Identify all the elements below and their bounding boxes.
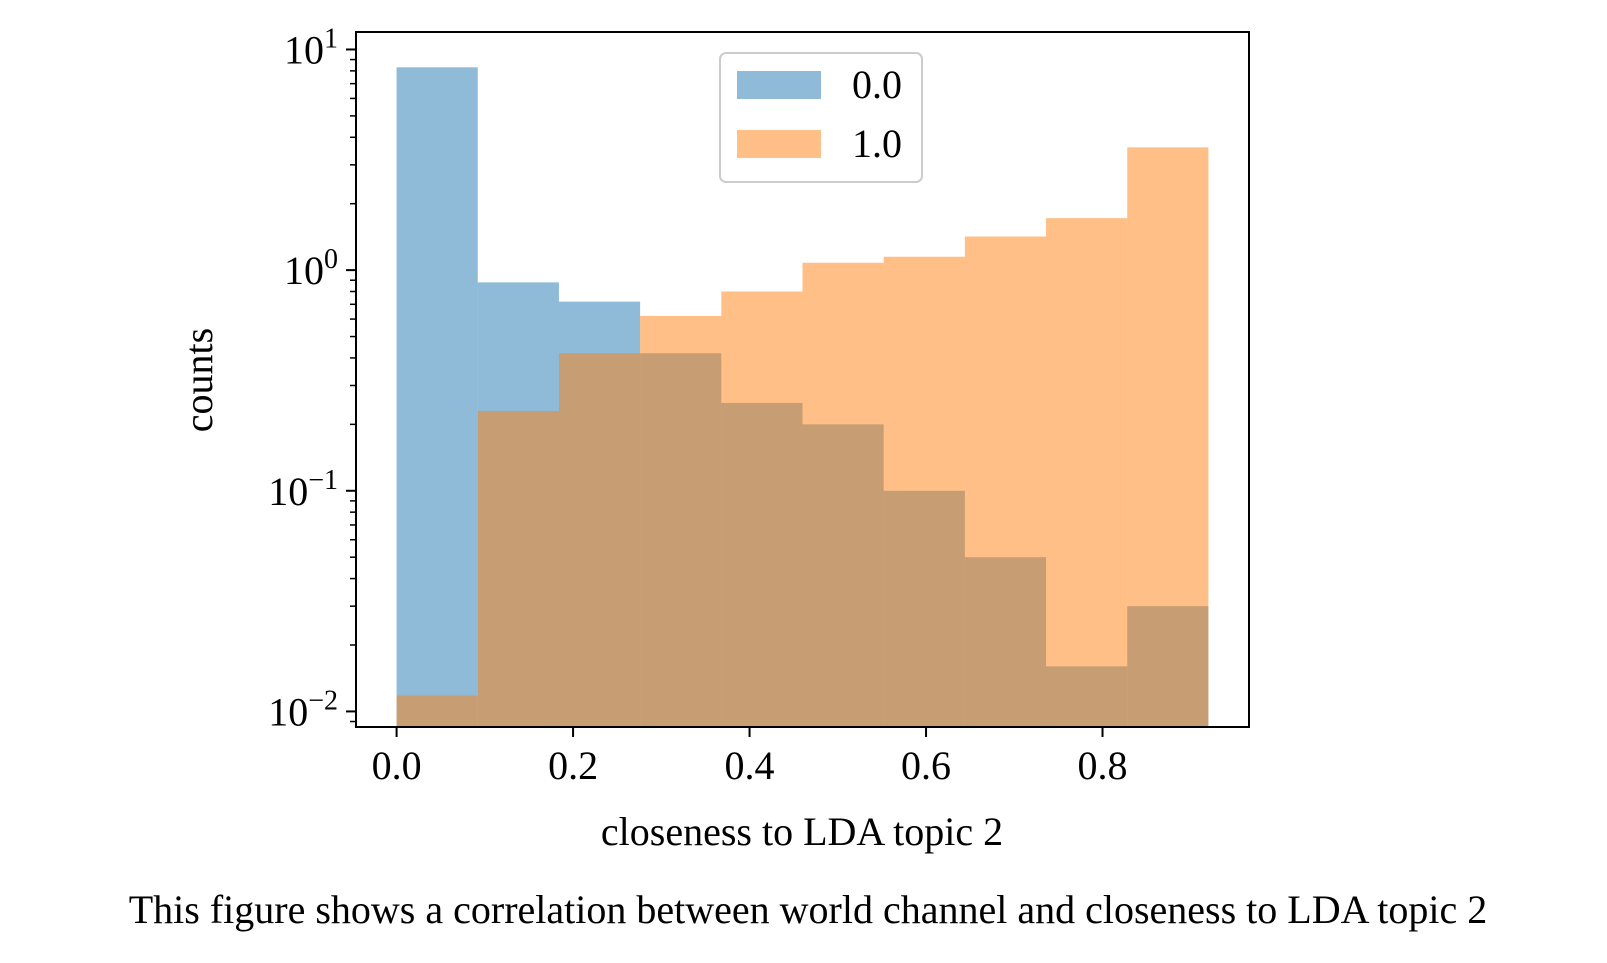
x-tick-label-3: 0.6 bbox=[901, 743, 951, 788]
bar-series-1-bin-4 bbox=[721, 291, 803, 727]
y-tick-label-2: 10−1 bbox=[268, 465, 338, 514]
y-tick-label-0: 101 bbox=[284, 23, 338, 72]
histogram-bars bbox=[396, 67, 1209, 727]
x-axis: 0.0 0.2 0.4 0.6 0.8 bbox=[372, 727, 1128, 788]
x-axis-label: closeness to LDA topic 2 bbox=[601, 809, 1003, 854]
bar-series-1-bin-0 bbox=[396, 695, 478, 727]
bar-series-1-bin-6 bbox=[883, 256, 965, 727]
figure-caption: This figure shows a correlation between … bbox=[129, 887, 1488, 932]
bar-series-1-bin-2 bbox=[558, 353, 641, 727]
bar-series-1-bin-7 bbox=[964, 236, 1047, 727]
bar-series-1-bin-1 bbox=[477, 410, 559, 727]
y-axis-label: counts bbox=[176, 328, 221, 432]
bar-series-0-bin-0 bbox=[396, 67, 478, 727]
x-tick-label-4: 0.8 bbox=[1078, 743, 1128, 788]
y-tick-label-1: 100 bbox=[284, 244, 338, 293]
legend: 0.0 1.0 bbox=[719, 52, 923, 183]
x-tick-label-2: 0.4 bbox=[725, 743, 775, 788]
plot-frame bbox=[355, 31, 1250, 728]
bar-series-1-bin-5 bbox=[802, 262, 884, 727]
legend-swatch-0 bbox=[737, 71, 821, 99]
x-tick-label-1: 0.2 bbox=[548, 743, 598, 788]
bar-series-1-bin-8 bbox=[1046, 218, 1128, 727]
y-axis: 101 100 10−1 10−2 bbox=[268, 23, 356, 734]
bar-series-1-bin-9 bbox=[1127, 147, 1209, 727]
bar-series-1-bin-3 bbox=[640, 315, 722, 727]
legend-label-1: 1.0 bbox=[852, 121, 902, 166]
legend-label-0: 0.0 bbox=[852, 62, 902, 107]
legend-swatch-1 bbox=[737, 130, 821, 158]
x-tick-label-0: 0.0 bbox=[372, 743, 422, 788]
y-tick-label-3: 10−2 bbox=[268, 685, 338, 734]
